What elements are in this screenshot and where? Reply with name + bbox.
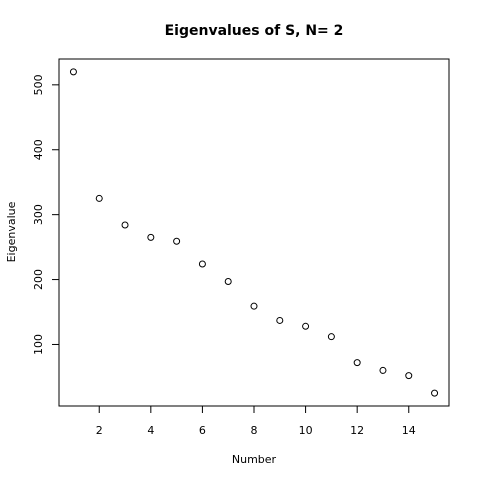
- x-tick-label: 8: [251, 424, 258, 437]
- x-axis-title: Number: [232, 453, 277, 466]
- x-tick-label: 10: [299, 424, 313, 437]
- point: [431, 389, 439, 397]
- chart-title: Eigenvalues of S, N= 2: [165, 23, 344, 39]
- y-tick-label: 500: [32, 74, 45, 95]
- y-tick-label: 300: [32, 204, 45, 225]
- point: [121, 221, 129, 229]
- point: [353, 359, 361, 367]
- x-tick-label: 12: [350, 424, 364, 437]
- point: [327, 333, 335, 341]
- x-tick-label: 4: [147, 424, 154, 437]
- point: [302, 322, 310, 330]
- point: [379, 366, 387, 374]
- point: [405, 372, 413, 380]
- point: [69, 68, 77, 76]
- point: [276, 316, 284, 324]
- x-tick-label: 2: [96, 424, 103, 437]
- y-tick-label: 100: [32, 334, 45, 355]
- point: [147, 233, 155, 241]
- y-axis-title: Eigenvalue: [5, 201, 18, 262]
- x-tick-label: 6: [199, 424, 206, 437]
- y-tick-label: 200: [32, 269, 45, 290]
- point: [224, 278, 232, 286]
- point: [173, 237, 181, 245]
- point: [250, 302, 258, 310]
- y-tick-label: 400: [32, 139, 45, 160]
- point: [198, 260, 206, 268]
- point: [95, 194, 103, 202]
- x-tick-label: 14: [402, 424, 416, 437]
